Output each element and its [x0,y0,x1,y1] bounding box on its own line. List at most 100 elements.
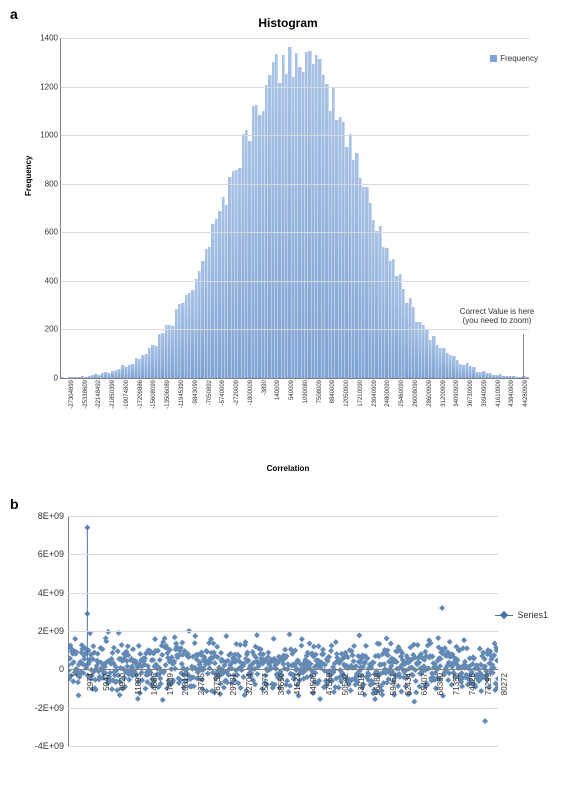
xtick-label: 8920 [118,673,127,691]
xtick-label: 1090080 [303,380,309,403]
annotation-leader-line [523,334,524,378]
gridline-h [61,281,529,282]
xtick-label: 74326 [468,673,477,695]
ytick-label: 1200 [36,82,58,91]
xtick-label: 24800090 [385,380,391,407]
xtick-label: 17210090 [358,380,364,407]
xtick-label: -9843099 [193,380,199,405]
xtick-label: 53515 [357,673,366,695]
xtick-label: 56488 [373,673,382,695]
xtick-label: 59461 [389,673,398,695]
xtick-label: 5947 [102,673,111,691]
xtick-label: 62434 [404,673,413,695]
legend-swatch [490,55,497,62]
xtick-label: -5740009 [220,380,226,405]
xtick-label: 14866 [150,673,159,695]
xtick-label: 28600909 [427,380,433,407]
ytick-label: -4E+09 [32,741,64,751]
xtick-label: 12050900 [344,380,350,407]
chart-a-annotation: Correct Value is here (you need to zoom) [442,308,552,326]
xtick-label: -7050892 [207,380,213,405]
xtick-label: 44596 [309,673,318,695]
legend-line-marker [495,615,513,616]
xtick-label: -13506089 [165,380,171,409]
chart-a-plot-area [60,38,529,379]
xtick-label: 35677 [261,673,270,695]
xtick-label: 31200909 [441,380,447,407]
xtick-label: -11945390 [179,380,185,408]
gridline-h [68,708,498,709]
xtick-label: -2720009 [234,380,240,405]
annotation-line2: (you need to zoom) [463,316,532,325]
xtick-label: -25338609 [83,380,89,409]
histogram-bar [526,377,529,378]
xtick-label: -22148492 [96,380,102,409]
ytick-label: 4E+09 [32,588,64,598]
xtick-label: 1 [70,673,79,677]
xtick-label: 20812 [181,673,190,695]
xtick-label: 23040909 [372,380,378,407]
chart-a-legend: Frequency [490,54,538,63]
gridline-h [61,184,529,185]
chart-b-plot-area: 1 2974 5947 8920 11893 14866 17839 20812 23785 26… [68,516,498,746]
xtick-label: 50542 [341,673,350,695]
gridline-h [61,135,529,136]
gridline-h [68,593,498,594]
gridline-h [61,87,529,88]
xtick-label: -27304899 [69,380,75,409]
ytick-label: -2E+09 [32,703,64,713]
xtick-label: 41623 [293,673,302,695]
xtick-label: 39940909 [482,380,488,407]
xtick-label: 26758 [213,673,222,695]
ytick-label: 600 [36,228,58,237]
xtick-label: 34090909 [454,380,460,407]
xtick-label: 29731 [229,673,238,695]
chart-a-title: Histogram [28,16,548,30]
xtick-label: 540009 [289,380,295,400]
xtick-label: 7508009 [317,380,323,403]
chart-b-legend: Series1 [495,610,548,620]
panel-b-label: b [10,496,19,512]
annotation-line1: Correct Value is here [460,307,535,316]
ytick-label: 800 [36,179,58,188]
chart-a-xticks: -27304899-25338609-22148492-21850399-190… [60,380,528,460]
xtick-label: 11893 [134,673,143,695]
chart-a-ylabel: Frequency [24,156,33,196]
xtick-label: 26008090 [413,380,419,407]
xtick-label: -1800009 [248,380,254,405]
ytick-label: 1000 [36,131,58,140]
xtick-label: 47569 [325,673,334,695]
xtick-label: 32704 [245,673,254,695]
gridline-h [68,516,498,517]
xtick-label: 140009 [275,380,281,400]
xtick-label: 36730909 [468,380,474,407]
ytick-label: 2E+09 [32,626,64,636]
chart-a-xlabel: Correlation [28,464,548,473]
histogram-chart: Histogram 0200400600800100012001400 Freq… [28,16,548,486]
chart-b-xaxis [68,669,498,670]
xtick-label: 25460090 [399,380,405,407]
scatter-chart: 1 2974 5947 8920 11893 14866 17839 20812 23785 26… [28,510,548,780]
chart-b-legend-label: Series1 [517,610,548,620]
xtick-label: 17839 [166,673,175,695]
xtick-label: -17209886 [138,380,144,409]
chart-a-legend-label: Frequency [500,54,538,63]
ytick-label: 0 [32,664,64,674]
histogram-bars [61,38,529,378]
panel-a-label: a [10,6,18,22]
xtick-label: 68380 [436,673,445,695]
xtick-label: 41610909 [496,380,502,407]
xtick-label: -15608099 [151,380,157,409]
xtick-label: 2974 [86,673,95,691]
xtick-label: 23785 [197,673,206,695]
xtick-label: 43840909 [509,380,515,407]
ytick-label: 200 [36,325,58,334]
gridline-h [61,232,529,233]
gridline-h [61,38,529,39]
gridline-h [68,631,498,632]
xtick-label: 8840009 [330,380,336,403]
ytick-label: 400 [36,276,58,285]
xtick-label: 71353 [452,673,461,695]
xtick-label: 65407 [420,673,429,695]
gridline-h [68,746,498,747]
